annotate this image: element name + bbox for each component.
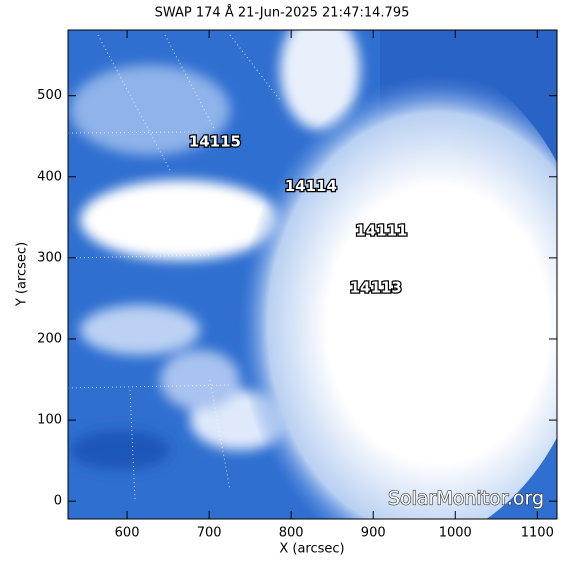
watermark: SolarMonitor.org — [388, 488, 544, 510]
y-tick-label: 200 — [37, 331, 62, 346]
plot-frame — [67, 29, 558, 520]
region-label: 14113 — [350, 278, 402, 296]
y-tick-label: 400 — [37, 169, 62, 184]
region-label: 14111 — [355, 222, 407, 240]
solar-image — [68, 30, 557, 519]
y-tick-label: 500 — [37, 88, 62, 103]
x-tick-label: 1000 — [439, 526, 472, 541]
region-label: 14115 — [189, 132, 241, 150]
x-tick-label: 1100 — [521, 526, 554, 541]
x-tick-label: 700 — [197, 526, 222, 541]
x-axis-label: X (arcsec) — [279, 542, 344, 557]
x-tick-label: 900 — [361, 526, 386, 541]
y-tick-label: 100 — [37, 413, 62, 428]
y-axis-label: Y (arcsec) — [15, 242, 30, 307]
region-label: 14114 — [285, 177, 337, 195]
x-tick-label: 600 — [115, 526, 140, 541]
chart-title: SWAP 174 Å 21-Jun-2025 21:47:14.795 — [155, 5, 410, 21]
y-tick-label: 300 — [37, 250, 62, 265]
x-tick-label: 800 — [279, 526, 304, 541]
y-tick-label: 0 — [54, 494, 62, 509]
